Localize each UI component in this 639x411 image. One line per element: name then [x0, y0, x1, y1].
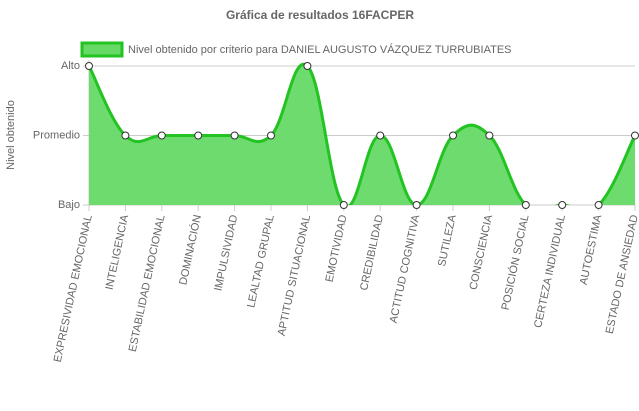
point	[230, 131, 239, 140]
x-tick-label: AUTOESTIMA	[578, 213, 605, 286]
x-tick-label: DOMINACIÓN	[176, 213, 204, 286]
point	[303, 62, 312, 70]
x-tick-label: EXPRESIVIDAD EMOCIONAL	[52, 214, 95, 364]
x-tick-label: POSICIÓN SOCIAL	[499, 214, 532, 312]
x-tick-label: IMPULSIVIDAD	[212, 214, 240, 292]
point	[85, 62, 93, 70]
x-tick-label: CREDIBILIDAD	[358, 214, 386, 292]
x-tick-label: APTITUD SITUACIONAL	[276, 214, 313, 337]
point	[485, 131, 494, 140]
point	[157, 131, 166, 140]
y-axis-label: Nivel obtenido	[5, 100, 17, 170]
point	[558, 201, 567, 209]
point	[521, 201, 530, 209]
point	[121, 131, 130, 140]
point	[631, 131, 639, 140]
point	[376, 131, 385, 140]
point	[339, 201, 348, 209]
plot-area	[89, 62, 636, 205]
legend-swatch	[80, 41, 124, 58]
chart-title: Gráfica de resultados 16FACPER	[226, 8, 414, 22]
x-tick-label: ESTADO DE ANSIEDAD	[604, 214, 639, 335]
x-tick-label: SUTILEZA	[436, 213, 459, 268]
y-tick-label: Promedio	[33, 129, 80, 141]
x-tick-label: EMOTIVIDAD	[324, 214, 350, 284]
point	[267, 131, 275, 140]
x-tick-label: ACTITUD COGNITIVA	[388, 213, 423, 324]
legend-label: Nivel obtenido por criterio para DANIEL …	[128, 43, 512, 56]
line	[89, 62, 636, 205]
x-tick-label: INTELIGENCIA	[104, 213, 132, 291]
point	[449, 131, 457, 140]
x-tick-label: CERTEZA INDIVIDUAL	[532, 214, 568, 329]
point	[594, 201, 603, 209]
y-tick-label: Bajo	[58, 199, 80, 211]
point	[194, 131, 203, 140]
y-tick-label: Alto	[61, 60, 80, 72]
area	[89, 64, 635, 205]
x-tick-label: LEALTAD GRUPAL	[245, 214, 276, 309]
x-tick-label: CONSCIENCIA	[468, 213, 496, 291]
point	[412, 201, 421, 209]
x-tick-label: ESTABILIDAD EMOCIONAL	[127, 214, 168, 353]
